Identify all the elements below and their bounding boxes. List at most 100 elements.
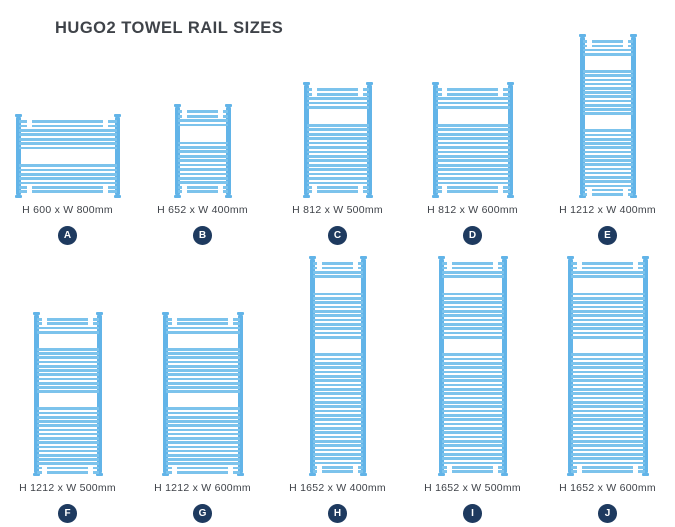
rail-bar — [36, 381, 99, 385]
rail-foot-bl — [302, 195, 310, 199]
rail-bar — [312, 465, 363, 469]
rail-bar — [441, 444, 504, 448]
rail-bar — [582, 146, 633, 150]
rail-bar — [582, 163, 633, 166]
rail-bar — [312, 431, 363, 435]
rail-bar — [165, 322, 240, 326]
rail-bar — [570, 305, 645, 309]
rail-bar — [165, 348, 240, 351]
rail-bar — [570, 457, 645, 460]
rail-bar — [441, 366, 504, 370]
rail-bar — [441, 305, 504, 309]
rail-towel-gap — [442, 278, 504, 293]
rail-foot-tr — [506, 82, 514, 86]
rail-bar — [312, 448, 363, 452]
rail-bar — [36, 470, 99, 474]
rail-bar — [165, 318, 240, 321]
rail-badge-f[interactable]: F — [58, 504, 77, 523]
rail-towel-gap — [313, 278, 363, 293]
rail-bar — [18, 168, 117, 172]
rail-towel-gap — [571, 339, 645, 354]
rail-bar — [18, 172, 117, 176]
rail-bar — [306, 106, 369, 109]
rail-bar — [582, 176, 633, 179]
rail-bar — [165, 432, 240, 436]
rail-item-e[interactable]: H 1212 x W 400mm E — [540, 30, 675, 245]
rail-size-caption: H 1212 x W 400mm — [559, 204, 656, 217]
rail-bar — [312, 318, 363, 322]
rail-item-i[interactable]: H 1652 x W 500mm I — [405, 248, 540, 523]
rail-foot-tr — [95, 312, 103, 316]
rail-bar — [312, 292, 363, 296]
rail-badge-a[interactable]: A — [58, 226, 77, 245]
rail-bar — [582, 108, 633, 111]
rail-bar — [441, 379, 504, 383]
rail-badge-j[interactable]: J — [598, 504, 617, 523]
rail-bar — [312, 470, 363, 473]
rail-bar — [306, 97, 369, 100]
rail-item-d[interactable]: H 812 x W 600mm D — [405, 30, 540, 245]
rail-item-b[interactable]: H 652 x W 400mm B — [135, 30, 270, 245]
rail-foot-br — [359, 473, 367, 477]
rail-bar — [165, 441, 240, 444]
rail-bar — [570, 440, 645, 443]
rail-post-right — [225, 107, 231, 196]
towel-rail-graphic — [308, 256, 367, 477]
rail-badge-i[interactable]: I — [463, 504, 482, 523]
rail-bar — [441, 310, 504, 313]
rail-towel-gap — [442, 339, 504, 354]
rail-bar — [582, 99, 633, 103]
rail-foot-tr — [359, 256, 367, 260]
rail-bar — [582, 87, 633, 90]
rail-bars — [306, 88, 369, 194]
rail-bar — [36, 326, 99, 330]
rail-badge-g[interactable]: G — [193, 504, 212, 523]
rail-bar — [570, 414, 645, 417]
rail-bar — [570, 452, 645, 456]
rail-bar — [177, 181, 228, 185]
rail-foot-br — [224, 195, 232, 199]
rail-bar — [312, 418, 363, 422]
rail-badge-h[interactable]: H — [328, 504, 347, 523]
rail-post-left — [579, 37, 585, 196]
rail-item-j[interactable]: H 1652 x W 600mm J — [540, 248, 675, 523]
rail-item-g[interactable]: H 1212 x W 600mm G — [135, 248, 270, 523]
rail-towel-gap — [313, 339, 363, 354]
rail-size-caption: H 812 x W 500mm — [292, 204, 383, 217]
rail-bar — [441, 270, 504, 274]
rail-badge-b[interactable]: B — [193, 226, 212, 245]
towel-rail-graphic — [14, 114, 121, 199]
rail-bar — [570, 366, 645, 370]
rail-bar — [582, 48, 633, 52]
rail-badge-e[interactable]: E — [598, 226, 617, 245]
rail-bar — [165, 407, 240, 411]
rail-bar — [36, 348, 99, 351]
rail-row-2: H 1212 x W 500mm F H 1212 x W 600mm G H 1652… — [0, 248, 675, 523]
rail-bar — [435, 137, 510, 140]
rail-towel-gap — [436, 109, 510, 124]
rail-item-a[interactable]: H 600 x W 800mm A — [0, 30, 135, 245]
rail-towel-gap — [37, 393, 99, 407]
rail-bar — [570, 461, 645, 465]
rail-bar — [441, 301, 504, 305]
rail-bar — [312, 335, 363, 339]
rail-bar — [312, 440, 363, 443]
rail-item-h[interactable]: H 1652 x W 400mm H — [270, 248, 405, 523]
rail-bar — [312, 457, 363, 460]
rail-bar — [441, 461, 504, 465]
rail-bar — [177, 141, 228, 145]
rail-image-area — [540, 30, 675, 199]
rail-badge-c[interactable]: C — [328, 226, 347, 245]
rail-foot-bl — [14, 195, 22, 199]
rail-bars — [18, 120, 117, 194]
rail-bar — [570, 270, 645, 274]
rail-bar — [165, 453, 240, 457]
rail-bar — [312, 353, 363, 357]
rail-badge-d[interactable]: D — [463, 226, 482, 245]
towel-rail-graphic — [302, 82, 373, 199]
rail-item-c[interactable]: H 812 x W 500mm C — [270, 30, 405, 245]
rail-bar — [18, 181, 117, 185]
rail-bar — [165, 445, 240, 449]
rail-item-f[interactable]: H 1212 x W 500mm F — [0, 248, 135, 523]
rail-bar — [582, 74, 633, 77]
